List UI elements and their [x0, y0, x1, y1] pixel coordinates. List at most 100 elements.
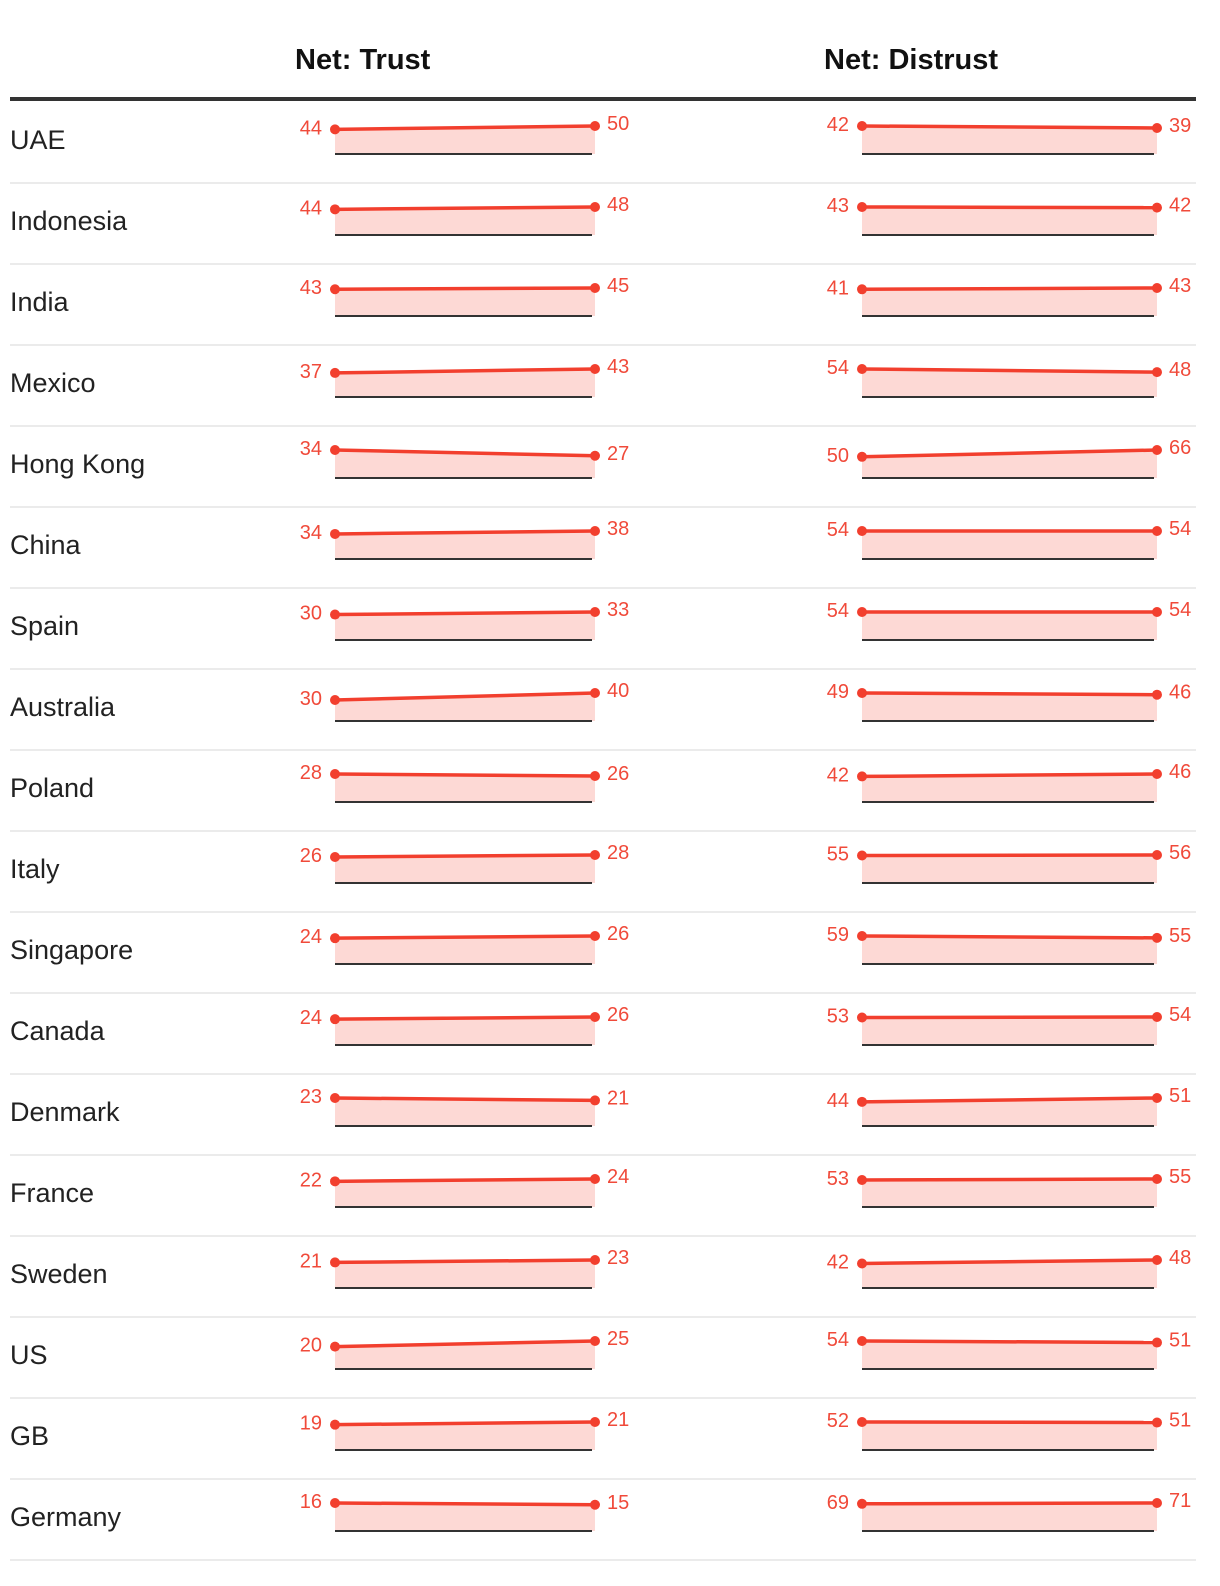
- distrust-label-end: 55: [1169, 1166, 1191, 1188]
- distrust-label-start: 54: [827, 1329, 849, 1351]
- trust-label-start: 21: [300, 1250, 322, 1272]
- trust-label-start: 43: [300, 277, 322, 299]
- trust-area: [335, 774, 595, 802]
- trust-point-end: [590, 850, 600, 860]
- trust-point-start: [330, 695, 340, 705]
- sparkline-svg: 44 48 43 42: [300, 194, 1191, 236]
- trust-area: [335, 1503, 595, 1531]
- distrust-label-start: 43: [827, 195, 849, 217]
- distrust-point-start: [857, 364, 867, 374]
- trust-point-end: [590, 1336, 600, 1346]
- country-label: Poland: [10, 773, 95, 803]
- trust-point-start: [330, 1093, 340, 1103]
- distrust-line: [861, 1420, 1158, 1425]
- distrust-label-end: 54: [1169, 599, 1191, 621]
- distrust-line: [861, 1501, 1158, 1506]
- sparkline-svg: 24 26 59 55: [300, 923, 1191, 965]
- trust-point-end: [590, 1499, 600, 1510]
- trust-line: [334, 1015, 596, 1021]
- table-row: Germany 16 15 69 71: [10, 1478, 1196, 1561]
- distrust-point-end: [1152, 367, 1162, 378]
- trust-point-end: [590, 1012, 600, 1022]
- distrust-point-end: [1152, 202, 1162, 213]
- table-row: UAE 44 50 42 39: [10, 101, 1196, 184]
- distrust-area: [862, 1341, 1157, 1369]
- trust-point-start: [330, 609, 340, 620]
- country-label: Italy: [10, 854, 60, 884]
- distrust-label-end: 46: [1169, 682, 1191, 704]
- header-rule: [10, 97, 1196, 101]
- distrust-point-end: [1152, 1093, 1162, 1103]
- trust-area: [335, 369, 595, 397]
- country-label: Sweden: [10, 1259, 108, 1289]
- country-label: China: [10, 530, 81, 560]
- trust-area: [335, 1341, 595, 1369]
- distrust-point-end: [1152, 1012, 1162, 1022]
- distrust-area: [862, 450, 1157, 478]
- distrust-point-start: [857, 284, 867, 295]
- trust-label-end: 21: [607, 1087, 629, 1109]
- sparkline-svg: 30 40 49 46: [300, 680, 1191, 722]
- distrust-point-start: [857, 688, 867, 698]
- trust-label-end: 24: [607, 1166, 629, 1188]
- trust-label-end: 15: [607, 1492, 629, 1514]
- trust-point-start: [330, 1341, 340, 1352]
- sparkline-svg: 34 27 50 66: [300, 437, 1191, 479]
- distrust-label-start: 42: [827, 764, 849, 786]
- trust-line: [334, 124, 596, 132]
- trust-label-start: 19: [300, 1413, 322, 1435]
- table-row: US 20 25 54 51: [10, 1316, 1196, 1399]
- country-label: Indonesia: [10, 206, 128, 236]
- distrust-point-start: [857, 1498, 867, 1509]
- table-row: GB 19 21 52 51: [10, 1397, 1196, 1480]
- sparkline-svg: 26 28 55 56: [300, 842, 1191, 884]
- country-label: UAE: [10, 125, 66, 155]
- trust-point-end: [590, 283, 600, 293]
- distrust-point-start: [857, 451, 867, 462]
- distrust-point-start: [857, 1258, 867, 1269]
- trust-point-start: [330, 852, 340, 862]
- distrust-line: [861, 772, 1158, 779]
- distrust-label-start: 59: [827, 924, 849, 946]
- trust-label-start: 26: [300, 845, 322, 867]
- table-row: China 34 38 54 54: [10, 506, 1196, 589]
- trust-area: [335, 612, 595, 640]
- trust-area: [335, 1017, 595, 1045]
- country-label: Mexico: [10, 368, 96, 398]
- sparkline-svg: 16 15 69 71: [300, 1490, 1191, 1532]
- distrust-point-end: [1152, 123, 1162, 133]
- trust-label-start: 24: [300, 926, 322, 948]
- trust-line: [334, 205, 596, 212]
- trust-line: [334, 691, 596, 702]
- country-label: GB: [10, 1421, 50, 1451]
- sparkline-svg: 30 33 54 54: [300, 599, 1191, 641]
- trust-line: [334, 529, 596, 536]
- distrust-label-start: 55: [827, 844, 849, 866]
- distrust-label-end: 48: [1169, 1247, 1191, 1269]
- country-label: Singapore: [10, 935, 134, 965]
- trust-label-end: 50: [607, 113, 629, 135]
- trust-line: [334, 286, 596, 291]
- distrust-label-end: 51: [1169, 1330, 1191, 1352]
- distrust-label-end: 51: [1169, 1410, 1191, 1432]
- distrust-line: [861, 286, 1158, 292]
- distrust-label-start: 53: [827, 1168, 849, 1190]
- trust-area: [335, 1260, 595, 1288]
- distrust-label-start: 41: [827, 277, 849, 299]
- trust-point-start: [330, 367, 340, 378]
- distrust-label-start: 42: [827, 1252, 849, 1274]
- trust-label-start: 20: [300, 1335, 322, 1357]
- trust-area: [335, 450, 595, 478]
- distrust-point-start: [857, 771, 867, 782]
- country-label: US: [10, 1340, 48, 1370]
- distrust-point-end: [1152, 689, 1162, 700]
- trust-point-end: [590, 202, 600, 212]
- distrust-label-start: 54: [827, 357, 849, 379]
- trust-label-end: 48: [607, 194, 629, 216]
- distrust-line: [861, 124, 1158, 130]
- trust-line: [334, 934, 596, 940]
- trust-point-start: [330, 1176, 340, 1187]
- distrust-label-end: 39: [1169, 115, 1191, 137]
- distrust-label-start: 52: [827, 1410, 849, 1432]
- sparkline-svg: 43 45 41 43: [300, 275, 1191, 317]
